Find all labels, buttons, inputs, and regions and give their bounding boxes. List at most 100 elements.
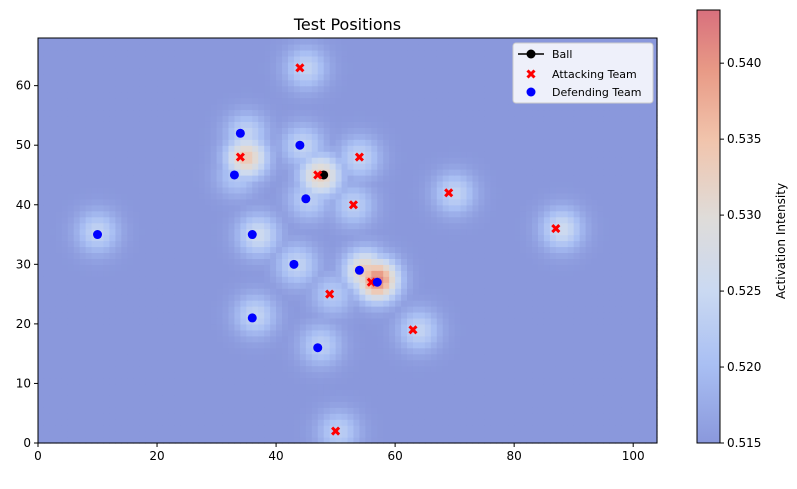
heatmap-cell xyxy=(222,413,230,420)
heatmap-cell xyxy=(389,377,396,385)
heatmap-cell xyxy=(38,371,45,379)
heatmap-cell xyxy=(198,306,206,313)
heatmap-cell xyxy=(115,389,122,396)
heatmap-cell xyxy=(347,371,355,379)
heatmap-cell xyxy=(526,204,533,212)
heatmap-cell xyxy=(442,425,450,432)
heatmap-cell xyxy=(347,157,355,164)
heatmap-cell xyxy=(383,401,390,408)
heatmap-cell xyxy=(585,353,593,361)
heatmap-cell xyxy=(603,252,610,259)
heatmap-cell xyxy=(234,270,241,277)
heatmap-cell xyxy=(567,377,575,385)
heatmap-cell xyxy=(335,216,343,224)
heatmap-cell xyxy=(347,186,355,194)
heatmap-cell xyxy=(329,204,337,212)
heatmap-cell xyxy=(323,228,331,236)
heatmap-cell xyxy=(401,353,408,361)
heatmap-cell xyxy=(401,288,408,295)
heatmap-cell xyxy=(79,425,87,432)
heatmap-cell xyxy=(180,157,188,164)
heatmap-cell xyxy=(317,228,325,236)
heatmap-cell xyxy=(91,246,99,254)
heatmap-cell xyxy=(91,240,99,248)
heatmap-cell xyxy=(258,300,265,307)
heatmap-cell xyxy=(67,413,75,420)
heatmap-cell xyxy=(395,169,402,176)
heatmap-cell xyxy=(442,198,450,206)
heatmap-cell xyxy=(609,371,616,379)
heatmap-cell xyxy=(537,294,545,301)
heatmap-cell xyxy=(139,228,146,236)
heatmap-cell xyxy=(317,425,325,432)
heatmap-cell xyxy=(341,431,349,438)
heatmap-cell xyxy=(561,437,569,444)
heatmap-cell xyxy=(460,210,468,218)
heatmap-cell xyxy=(395,335,402,343)
heatmap-cell xyxy=(537,413,545,420)
heatmap-cell xyxy=(537,210,545,218)
heatmap-cell xyxy=(609,288,616,295)
heatmap-cell xyxy=(73,252,81,259)
heatmap-cell xyxy=(466,234,474,242)
heatmap-cell xyxy=(478,258,485,265)
heatmap-cell xyxy=(573,246,581,254)
heatmap-cell xyxy=(549,425,557,432)
heatmap-cell xyxy=(418,359,426,367)
heatmap-cell xyxy=(532,186,539,194)
heatmap-cell xyxy=(401,413,408,420)
heatmap-cell xyxy=(258,210,265,218)
heatmap-cell xyxy=(454,329,462,337)
heatmap-cell xyxy=(478,425,485,432)
heatmap-cell xyxy=(603,288,610,295)
heatmap-cell xyxy=(579,270,587,277)
heatmap-cell xyxy=(508,198,515,206)
heatmap-cell xyxy=(145,383,152,390)
heatmap-cell xyxy=(216,204,224,212)
heatmap-cell xyxy=(311,246,319,254)
heatmap-cell xyxy=(567,288,575,295)
heatmap-cell xyxy=(395,186,402,194)
heatmap-cell xyxy=(615,365,622,373)
heatmap-cell xyxy=(389,395,396,402)
heatmap-cell xyxy=(287,395,295,402)
heatmap-cell xyxy=(91,371,99,379)
heatmap-cell xyxy=(466,335,474,343)
heatmap-cell xyxy=(204,329,212,337)
heatmap-cell xyxy=(317,288,325,295)
heatmap-cell xyxy=(216,163,224,170)
heatmap-cell xyxy=(424,258,432,265)
heatmap-cell xyxy=(603,371,610,379)
heatmap-cell xyxy=(91,419,99,426)
heatmap-cell xyxy=(389,437,396,444)
heatmap-cell xyxy=(460,353,468,361)
heatmap-cell xyxy=(347,395,355,402)
heatmap-cell xyxy=(168,413,176,420)
heatmap-cell xyxy=(115,228,122,236)
heatmap-cell xyxy=(174,407,182,414)
heatmap-cell xyxy=(526,329,533,337)
heatmap-cell xyxy=(228,437,236,444)
heatmap-cell xyxy=(442,294,450,301)
heatmap-cell xyxy=(389,335,396,343)
heatmap-cell xyxy=(186,240,194,248)
heatmap-cell xyxy=(561,234,569,242)
heatmap-cell xyxy=(508,437,515,444)
heatmap-cell xyxy=(145,222,152,230)
heatmap-cell xyxy=(573,425,581,432)
heatmap-cell xyxy=(412,222,420,230)
heatmap-cell xyxy=(49,204,57,212)
heatmap-cell xyxy=(597,204,605,212)
heatmap-cell xyxy=(186,359,194,367)
heatmap-cell xyxy=(61,407,69,414)
heatmap-cell xyxy=(401,282,408,289)
heatmap-cell xyxy=(73,395,81,402)
heatmap-cell xyxy=(49,288,57,295)
heatmap-cell xyxy=(145,306,152,313)
heatmap-cell xyxy=(645,365,652,373)
heatmap-cell xyxy=(293,401,301,408)
heatmap-cell xyxy=(210,210,218,218)
heatmap-cell xyxy=(478,359,485,367)
heatmap-cell xyxy=(472,234,480,242)
heatmap-cell xyxy=(609,252,616,259)
